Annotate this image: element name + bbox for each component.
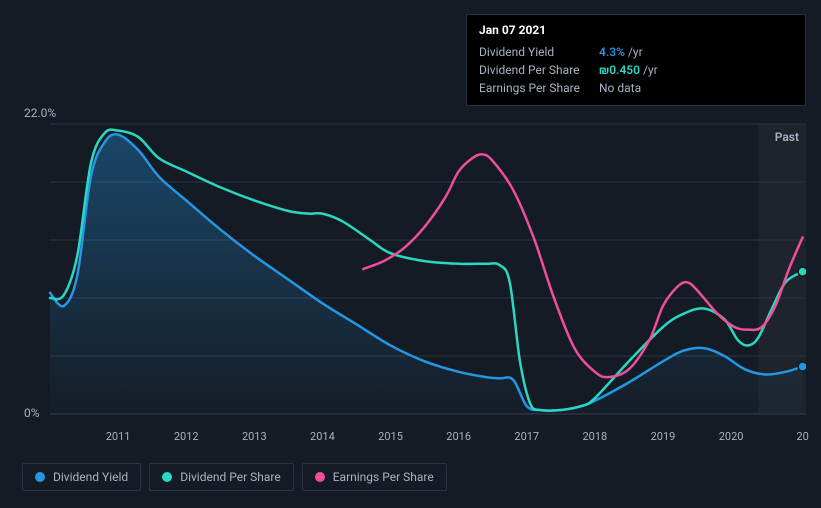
legend-label: Dividend Per Share: [180, 470, 281, 484]
tooltip: Jan 07 2021 Dividend Yield4.3% /yrDivide…: [466, 14, 806, 106]
past-label: Past: [775, 130, 799, 144]
tooltip-key: Earnings Per Share: [479, 81, 599, 95]
x-tick: 20: [796, 430, 808, 443]
x-tick: 2017: [514, 430, 539, 443]
tooltip-date: Jan 07 2021: [479, 23, 793, 37]
x-tick: 2020: [719, 430, 744, 443]
tooltip-key: Dividend Yield: [479, 45, 599, 59]
legend-dot-icon: [315, 472, 325, 482]
tooltip-value: ₪0.450 /yr: [599, 63, 658, 77]
x-tick: 2018: [582, 430, 607, 443]
legend-label: Earnings Per Share: [333, 470, 434, 484]
chart-plot: [20, 104, 806, 424]
tooltip-value: No data: [599, 81, 641, 95]
legend-item[interactable]: Earnings Per Share: [302, 463, 447, 491]
tooltip-row: Dividend Per Share₪0.450 /yr: [479, 61, 793, 79]
legend-dot-icon: [35, 472, 45, 482]
x-tick: 2013: [242, 430, 267, 443]
tooltip-row: Dividend Yield4.3% /yr: [479, 43, 793, 61]
x-tick: 2016: [446, 430, 471, 443]
chart-svg: [20, 104, 806, 424]
x-tick: 2015: [378, 430, 403, 443]
x-tick: 2011: [106, 430, 131, 443]
legend: Dividend Yield Dividend Per Share Earnings…: [22, 463, 447, 491]
legend-label: Dividend Yield: [53, 470, 128, 484]
legend-item[interactable]: Dividend Yield: [22, 463, 141, 491]
legend-dot-icon: [162, 472, 172, 482]
x-tick: 2012: [174, 430, 199, 443]
series-earnings_per_share: [363, 154, 802, 377]
tooltip-value: 4.3% /yr: [599, 45, 643, 59]
tooltip-key: Dividend Per Share: [479, 63, 599, 77]
x-tick: 2014: [310, 430, 335, 443]
tooltip-row: Earnings Per ShareNo data: [479, 79, 793, 97]
legend-item[interactable]: Dividend Per Share: [149, 463, 294, 491]
x-tick: 2019: [651, 430, 676, 443]
